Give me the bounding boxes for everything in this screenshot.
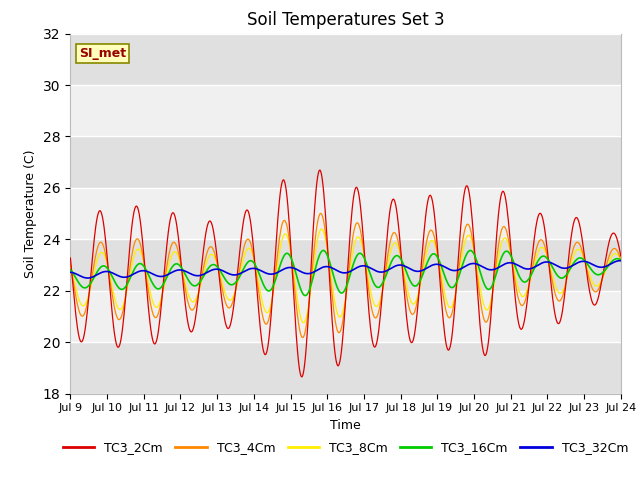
Y-axis label: Soil Temperature (C): Soil Temperature (C) — [24, 149, 37, 278]
Bar — [70, 34, 621, 85]
Bar — [70, 136, 621, 188]
X-axis label: Time: Time — [330, 419, 361, 432]
Legend: TC3_2Cm, TC3_4Cm, TC3_8Cm, TC3_16Cm, TC3_32Cm: TC3_2Cm, TC3_4Cm, TC3_8Cm, TC3_16Cm, TC3… — [58, 436, 633, 459]
Text: SI_met: SI_met — [79, 47, 126, 60]
Title: Soil Temperatures Set 3: Soil Temperatures Set 3 — [247, 11, 444, 29]
Bar — [70, 240, 621, 291]
Bar — [70, 342, 621, 394]
